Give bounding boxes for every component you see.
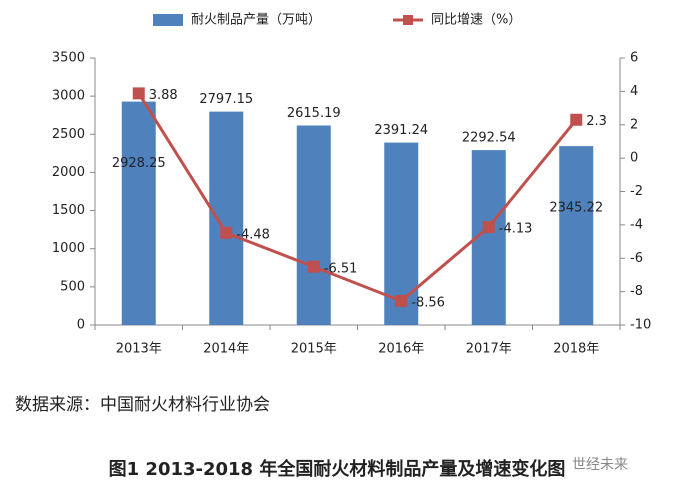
data-label: 2.3 — [586, 114, 607, 129]
source-note: 数据来源：中国耐火材料行业协会 — [15, 395, 270, 415]
data-label: -4.48 — [236, 227, 270, 242]
y-tick-label: 0 — [77, 318, 85, 333]
bar — [209, 111, 244, 325]
x-tick-label: 2016年 — [378, 342, 424, 357]
legend-label: 同比增速（%） — [431, 13, 521, 28]
line — [137, 92, 578, 303]
data-label: 2615.19 — [287, 106, 341, 121]
y-tick-label: 1000 — [52, 241, 85, 256]
y-tick-label: 3000 — [52, 89, 85, 104]
x-tick-label: 2014年 — [203, 342, 249, 357]
x-tick-label: 2015年 — [291, 342, 337, 357]
caption: 图1 2013-2018 年全国耐火材料制品产量及增速变化图 — [109, 458, 566, 480]
data-label: -6.51 — [324, 261, 358, 276]
line-marker — [132, 87, 145, 100]
y-tick-label: 2000 — [52, 165, 85, 180]
y-tick-label: 3500 — [52, 51, 85, 66]
line-marker — [307, 260, 320, 273]
data-label: 2345.22 — [549, 201, 603, 216]
data-label: -4.13 — [499, 222, 533, 237]
y2-tick-label: -2 — [630, 184, 643, 199]
y-tick-label: 1500 — [52, 203, 85, 218]
bar — [296, 125, 331, 326]
data-label: 2391.24 — [374, 123, 428, 138]
legend-label: 耐火制品产量（万吨） — [191, 13, 321, 28]
x-tick-label: 2018年 — [553, 342, 599, 357]
data-label: -8.56 — [411, 295, 445, 310]
bar — [121, 101, 156, 325]
y2-tick-label: -4 — [630, 217, 643, 232]
y-tick-label: 500 — [60, 279, 85, 294]
y2-tick-label: -10 — [630, 318, 651, 333]
y2-tick-label: -6 — [630, 251, 643, 266]
bar — [384, 142, 419, 325]
y2-tick-label: -8 — [630, 284, 643, 299]
line-marker — [220, 226, 233, 239]
y2-tick-label: 6 — [630, 51, 638, 66]
x-tick-label: 2017年 — [466, 342, 512, 357]
data-label: 2797.15 — [199, 92, 253, 107]
y2-tick-label: 2 — [630, 117, 638, 132]
data-label: 3.88 — [149, 88, 178, 103]
line-marker — [395, 294, 408, 307]
data-label: 2928.25 — [112, 156, 166, 171]
legend-swatch — [153, 14, 183, 26]
line-marker — [482, 221, 495, 234]
y-tick-label: 2500 — [52, 127, 85, 142]
x-tick-label: 2013年 — [116, 342, 162, 357]
data-label: 2292.54 — [462, 131, 516, 146]
legend-marker — [403, 15, 413, 25]
watermark: 世经未来 — [572, 457, 628, 473]
y2-tick-label: 4 — [630, 84, 638, 99]
line-marker — [570, 113, 583, 126]
y2-tick-label: 0 — [630, 151, 638, 166]
bar — [559, 146, 594, 325]
